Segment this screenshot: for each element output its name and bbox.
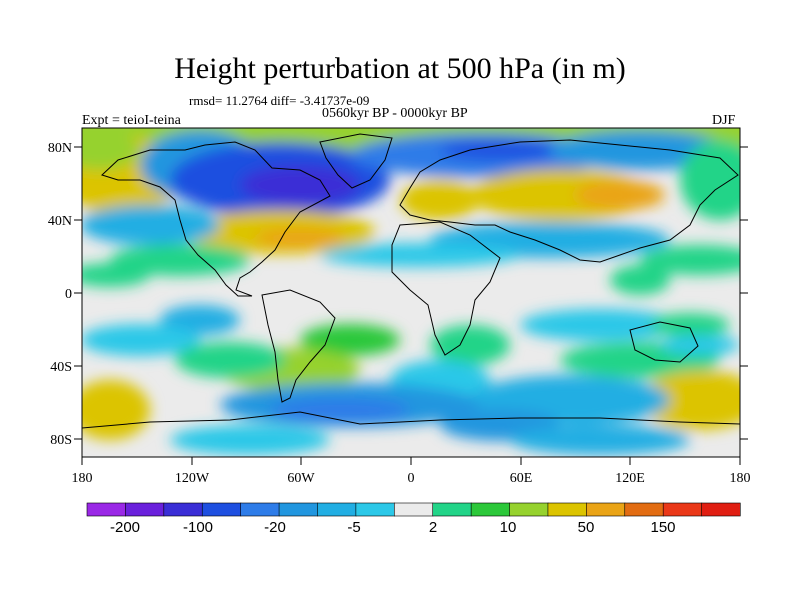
colorbar-swatch [240, 502, 280, 517]
lon-tick-label: 120E [615, 471, 645, 486]
south-america-coast [261, 289, 336, 403]
eurasia-coast [399, 139, 739, 263]
colorbar-swatch [278, 502, 319, 517]
colorbar-label: -200 [110, 519, 140, 536]
lon-tick-label: 180 [730, 471, 751, 486]
colorbar [86, 502, 741, 517]
colorbar-label: 2 [429, 519, 437, 536]
colorbar-swatch [125, 502, 165, 517]
lat-tick-label: 0 [65, 287, 72, 302]
colorbar-label: 10 [500, 519, 517, 536]
lat-tick-label: 40N [48, 214, 72, 229]
lon-tick-label: 120W [175, 471, 210, 486]
lat-axis: 80N 40N 0 40S 80S [48, 141, 748, 448]
colorbar-swatch [470, 502, 511, 517]
colorbar-label: -5 [347, 519, 360, 536]
colorbar-swatch [201, 502, 242, 517]
chart-title: Height perturbation at 500 hPa (in m) [174, 52, 626, 85]
colorbar-swatch [355, 502, 395, 517]
colorbar-swatch [662, 502, 703, 517]
colorbar-swatch [163, 502, 203, 517]
colorbar-label: 50 [578, 519, 595, 536]
lon-tick-label: 0 [408, 471, 415, 486]
stats-label: rmsd= 11.2764 diff= -3.41737e-09 [189, 93, 370, 108]
lat-tick-label: 80N [48, 141, 72, 156]
lon-tick-label: 60E [510, 471, 533, 486]
experiment-label: Expt = teioI-teina [82, 113, 181, 128]
greenland-coast [319, 133, 393, 189]
colorbar-label: -100 [183, 519, 213, 536]
antarctica-coast [82, 411, 740, 429]
colorbar-swatch [701, 502, 741, 517]
season-label: DJF [712, 113, 736, 128]
colorbar-swatch [509, 502, 549, 517]
lon-tick-label: 60W [287, 471, 315, 486]
colorbar-swatch [86, 502, 127, 517]
lat-tick-label: 80S [50, 433, 72, 448]
colorbar-label: 150 [650, 519, 675, 536]
coastlines [82, 133, 740, 429]
africa-coast [391, 221, 501, 356]
colorbar-swatch [547, 502, 587, 517]
period-label: 0560kyr BP - 0000kyr BP [322, 106, 468, 121]
colorbar-label: -20 [264, 519, 286, 536]
colorbar-swatch [393, 502, 434, 517]
colorbar-swatch [432, 502, 472, 517]
colorbar-swatch [317, 502, 357, 517]
colorbar-swatch [624, 502, 664, 517]
colorbar-swatch [586, 502, 626, 517]
australia-coast [629, 321, 699, 363]
lat-tick-label: 40S [50, 360, 72, 375]
lon-axis: 180 120W 60W 0 60E 120E 180 [72, 457, 751, 486]
height-field [82, 128, 740, 457]
colorbar-labels: -200 -100 -20 -5 2 10 50 150 [110, 519, 676, 536]
north-america-coast [101, 141, 331, 297]
lon-tick-label: 180 [72, 471, 93, 486]
